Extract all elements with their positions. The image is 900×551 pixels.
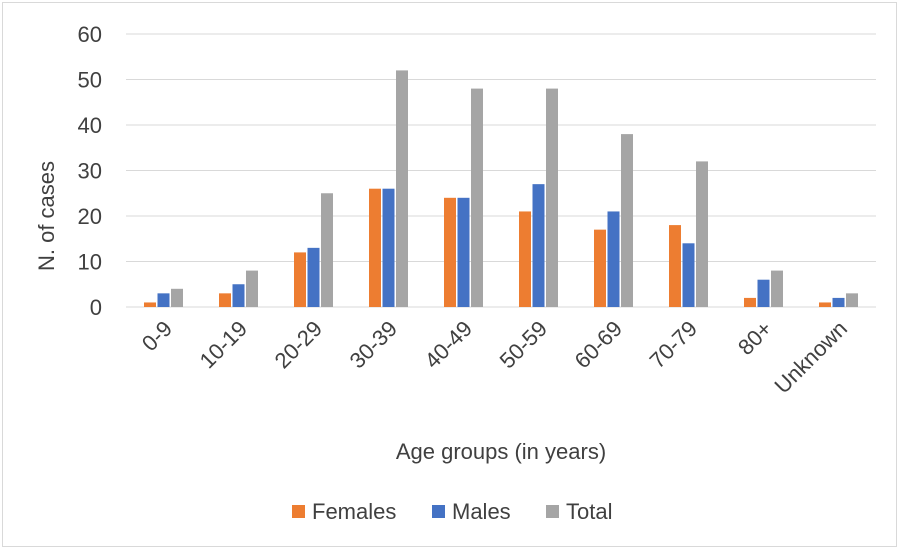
y-axis-ticks: 0 10 20 30 40 50 60 xyxy=(78,22,102,320)
y-tick-label: 0 xyxy=(90,295,102,320)
legend-swatch-males xyxy=(432,505,445,518)
legend-swatch-total xyxy=(546,505,559,518)
bar-total-8 xyxy=(771,270,783,307)
x-tick-label: 0-9 xyxy=(137,316,177,356)
bar-males-0 xyxy=(157,293,170,307)
bar-total-9 xyxy=(846,293,858,307)
gridlines xyxy=(126,33,876,308)
bar-females-2 xyxy=(294,252,306,307)
bars xyxy=(144,70,858,308)
y-tick-label: 10 xyxy=(78,250,102,275)
y-tick-label: 60 xyxy=(78,22,102,47)
x-tick-label: 20-29 xyxy=(270,316,327,373)
x-tick-label: 40-49 xyxy=(420,316,477,373)
bar-males-4 xyxy=(457,197,470,307)
bar-males-7 xyxy=(682,243,695,307)
bar-males-1 xyxy=(232,284,245,307)
bar-total-1 xyxy=(246,270,258,307)
bar-females-6 xyxy=(594,229,606,307)
bar-total-4 xyxy=(471,88,483,307)
bar-total-0 xyxy=(171,288,183,307)
bar-total-5 xyxy=(546,88,558,307)
legend-label-total: Total xyxy=(566,499,612,524)
bar-males-2 xyxy=(307,247,320,307)
bar-females-0 xyxy=(144,302,156,307)
x-axis-ticks: 0-9 10-19 20-29 30-39 40-49 50-59 60-69 70-79 80… xyxy=(137,316,852,399)
bar-females-7 xyxy=(669,225,681,307)
bar-total-2 xyxy=(321,193,333,307)
x-tick-label: 70-79 xyxy=(645,316,702,373)
bar-males-8 xyxy=(757,279,770,307)
bar-females-3 xyxy=(369,188,381,307)
legend-swatch-females xyxy=(292,505,305,518)
legend: Females Males Total xyxy=(292,499,612,524)
bar-females-9 xyxy=(819,302,831,307)
bar-males-6 xyxy=(607,211,620,307)
bar-females-1 xyxy=(219,293,231,307)
x-tick-label: 30-39 xyxy=(345,316,402,373)
bar-females-8 xyxy=(744,297,756,307)
bar-females-4 xyxy=(444,197,456,307)
y-tick-label: 30 xyxy=(78,159,102,184)
legend-label-females: Females xyxy=(312,499,396,524)
y-axis-label: N. of cases xyxy=(34,161,59,271)
x-tick-label: Unknown xyxy=(770,316,853,399)
bar-males-5 xyxy=(532,184,545,307)
bar-males-9 xyxy=(832,297,845,307)
bar-total-3 xyxy=(396,70,408,308)
legend-label-males: Males xyxy=(452,499,511,524)
bar-males-3 xyxy=(382,188,395,307)
x-axis-label: Age groups (in years) xyxy=(396,439,606,464)
bar-females-5 xyxy=(519,211,531,307)
x-tick-label: 60-69 xyxy=(570,316,627,373)
y-tick-label: 50 xyxy=(78,68,102,93)
x-tick-label: 10-19 xyxy=(195,316,252,373)
y-tick-label: 20 xyxy=(78,204,102,229)
y-tick-label: 40 xyxy=(78,113,102,138)
bar-total-7 xyxy=(696,161,708,307)
x-tick-label: 50-59 xyxy=(495,316,552,373)
x-tick-label: 80+ xyxy=(733,316,777,360)
bar-total-6 xyxy=(621,134,633,307)
